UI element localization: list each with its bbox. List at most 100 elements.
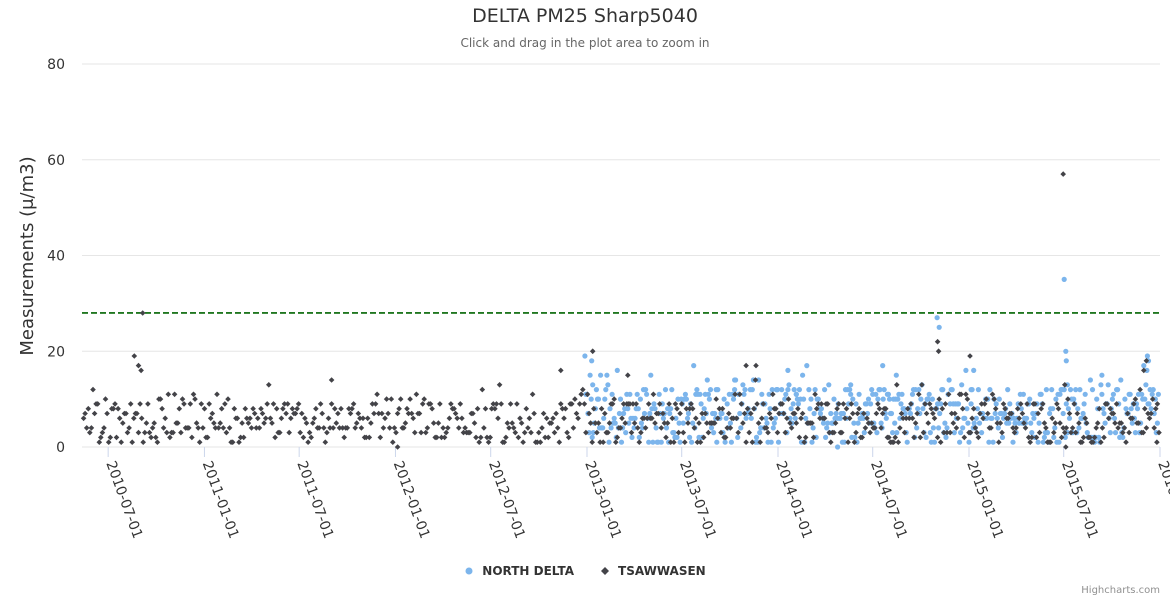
data-point-north-delta: [1051, 434, 1057, 440]
data-point-tsawwasen: [332, 405, 338, 412]
data-point-tsawwasen: [107, 434, 114, 441]
data-point-north-delta: [901, 406, 907, 412]
data-point-tsawwasen: [867, 429, 873, 436]
data-point-tsawwasen: [388, 396, 395, 402]
data-point-tsawwasen: [220, 425, 227, 431]
data-point-tsawwasen: [1049, 415, 1055, 422]
data-point-tsawwasen: [809, 420, 815, 426]
data-point-tsawwasen: [327, 425, 333, 431]
data-point-tsawwasen: [321, 425, 327, 431]
data-point-tsawwasen: [525, 425, 531, 431]
data-point-tsawwasen: [996, 439, 1002, 445]
data-point-north-delta: [877, 387, 883, 393]
data-point-tsawwasen: [1137, 386, 1143, 393]
data-point-north-delta: [1110, 391, 1116, 397]
data-point-tsawwasen: [944, 429, 950, 436]
data-point-tsawwasen: [711, 420, 718, 426]
data-point-north-delta: [1120, 434, 1126, 440]
data-point-tsawwasen: [583, 429, 589, 436]
data-point-tsawwasen: [716, 405, 723, 412]
data-point-tsawwasen: [1063, 444, 1069, 450]
data-point-north-delta: [795, 401, 802, 407]
data-point-north-delta: [643, 387, 649, 393]
data-point-north-delta: [1139, 391, 1145, 397]
data-point-north-delta: [779, 387, 785, 393]
data-point-tsawwasen: [578, 391, 584, 398]
y-axis-title: Measurements (μ/m3): [17, 156, 38, 355]
series-tsawwasen[interactable]: [80, 171, 1162, 450]
data-point-tsawwasen: [379, 410, 385, 417]
data-point-north-delta: [772, 415, 779, 421]
data-point-north-delta: [1123, 406, 1129, 412]
data-point-tsawwasen: [134, 410, 140, 417]
data-point-tsawwasen: [80, 415, 87, 422]
data-point-tsawwasen: [713, 396, 719, 402]
data-point-north-delta: [1027, 396, 1033, 402]
data-point-north-delta: [971, 420, 977, 426]
data-point-tsawwasen: [1060, 171, 1066, 177]
data-point-north-delta: [1109, 396, 1115, 402]
data-point-tsawwasen: [686, 405, 693, 412]
data-point-tsawwasen: [1154, 401, 1161, 407]
data-point-tsawwasen: [286, 429, 292, 436]
data-point-north-delta: [804, 363, 810, 369]
data-point-tsawwasen: [83, 425, 90, 431]
data-point-tsawwasen: [294, 405, 300, 412]
data-point-tsawwasen: [678, 401, 685, 407]
data-point-tsawwasen: [99, 429, 106, 436]
data-point-north-delta: [1018, 406, 1024, 412]
data-point-tsawwasen: [1032, 401, 1038, 407]
data-point-tsawwasen: [886, 434, 892, 441]
data-point-north-delta: [793, 391, 799, 397]
data-point-tsawwasen: [839, 429, 845, 436]
data-point-tsawwasen: [162, 415, 168, 422]
legend-item-tsawwasen[interactable]: TSAWWASEN: [600, 564, 706, 578]
data-point-tsawwasen: [124, 429, 131, 436]
data-point-north-delta: [598, 372, 604, 378]
data-point-north-delta: [587, 372, 593, 378]
data-point-north-delta: [582, 353, 588, 359]
data-point-north-delta: [730, 396, 737, 402]
data-point-north-delta: [768, 439, 774, 445]
data-point-tsawwasen: [204, 434, 211, 441]
data-point-tsawwasen: [507, 401, 514, 407]
data-point-tsawwasen: [656, 401, 663, 407]
data-point-tsawwasen: [548, 420, 555, 426]
data-point-tsawwasen: [333, 420, 340, 426]
data-point-tsawwasen: [396, 405, 402, 412]
legend-label-tsawwasen: TSAWWASEN: [618, 564, 706, 578]
data-point-north-delta: [708, 425, 715, 431]
data-point-north-delta: [974, 406, 981, 412]
data-point-north-delta: [771, 420, 777, 426]
data-point-tsawwasen: [652, 420, 658, 426]
data-point-tsawwasen: [454, 415, 460, 422]
data-point-tsawwasen: [1019, 410, 1026, 417]
data-point-north-delta: [1082, 391, 1088, 397]
data-point-tsawwasen: [1066, 410, 1073, 417]
data-point-tsawwasen: [754, 401, 760, 407]
series-layer[interactable]: [80, 171, 1162, 450]
data-point-north-delta: [668, 406, 674, 412]
data-point-tsawwasen: [1132, 396, 1139, 402]
data-point-north-delta: [897, 415, 903, 421]
data-point-tsawwasen: [664, 420, 671, 426]
data-point-tsawwasen: [565, 434, 572, 441]
data-point-tsawwasen: [1068, 429, 1074, 436]
data-point-tsawwasen: [418, 429, 424, 436]
data-point-tsawwasen: [999, 429, 1005, 436]
data-point-tsawwasen: [295, 401, 302, 407]
data-point-tsawwasen: [91, 410, 98, 417]
data-point-north-delta: [835, 444, 841, 450]
data-point-tsawwasen: [788, 425, 795, 431]
data-point-tsawwasen: [90, 386, 96, 393]
data-point-tsawwasen: [1005, 415, 1011, 422]
data-point-north-delta: [963, 367, 969, 373]
data-point-north-delta: [586, 430, 592, 436]
legend-item-north-delta[interactable]: NORTH DELTA: [464, 564, 574, 578]
diamond-marker-icon: [601, 567, 610, 575]
data-point-north-delta: [614, 367, 620, 373]
data-point-tsawwasen: [462, 425, 468, 431]
credits-link[interactable]: Highcharts.com: [1081, 585, 1160, 596]
data-point-tsawwasen: [437, 401, 443, 407]
